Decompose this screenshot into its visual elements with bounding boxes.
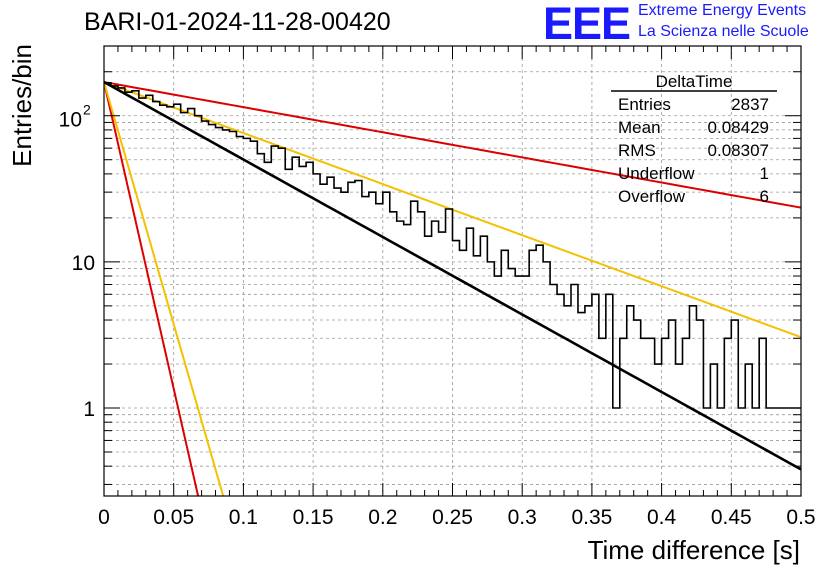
red-exponential-line-1 [104,81,801,209]
x-tick-label: 0.3 [508,506,537,529]
x-tick-label: 0.15 [293,506,334,529]
stats-row-value: 1 [760,164,769,183]
stats-row-label: Underflow [618,164,695,183]
y-tick-label-base: 10 [59,109,82,132]
stats-row-value: 6 [760,187,769,206]
axis-ticks [103,45,802,496]
data-layer [104,80,801,496]
red-exponential-line-3 [104,81,200,496]
x-tick-label: 0.4 [647,506,677,529]
y-tick-label-exponent: 2 [83,102,91,118]
logo-caption-line2: La Scienza nelle Scuole [638,23,809,40]
orange-exponential-line-4 [104,81,225,496]
x-tick-label: 0 [98,506,110,529]
stats-row-label: Mean [618,118,661,137]
y-axis-title: Entries/bin [7,44,37,167]
x-tick-label: 0.1 [229,506,258,529]
stats-row-label: Entries [618,95,671,114]
stats-title: DeltaTime [656,72,733,91]
x-tick-label: 0.45 [711,506,752,529]
grid-lines [104,45,801,496]
eee-logo: EEE [543,0,631,49]
stats-row-value: 0.08429 [708,118,769,137]
x-tick-label: 0.05 [153,506,194,529]
y-tick-label: 10 [72,252,95,275]
stats-row-value: 2837 [731,95,769,114]
histogram-title: BARI-01-2024-11-28-00420 [84,8,391,36]
stats-box: DeltaTime Entries 2837 Mean 0.08429 RMS 0.083… [611,72,777,206]
x-tick-label: 0.35 [571,506,612,529]
stats-row-label: Overflow [618,187,686,206]
x-tick-label: 0.5 [786,506,815,529]
histogram-outline [104,82,801,409]
stats-row-label: RMS [618,141,656,160]
x-tick-labels: 0 0.05 0.1 0.15 0.2 0.25 0.3 0.35 0.4 0.45 0.5 [98,506,815,529]
stats-row-value: 0.08307 [708,141,769,160]
exponential-fit-line [104,80,801,471]
x-axis-title: Time difference [s] [588,535,800,565]
x-tick-label: 0.25 [432,506,473,529]
x-tick-label: 0.2 [368,506,397,529]
logo-caption-line1: Extreme Energy Events [638,2,807,19]
y-tick-label: 1 [83,398,95,421]
